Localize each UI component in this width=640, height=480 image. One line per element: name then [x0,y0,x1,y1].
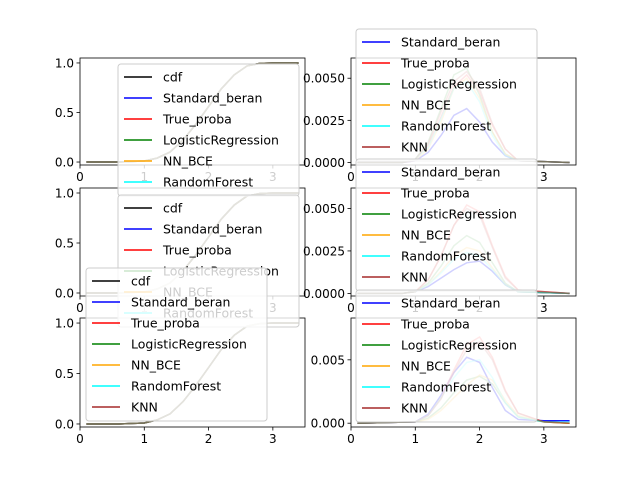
x-tick-label: 3 [540,170,548,184]
legend-label: NN_BCE [401,98,451,113]
legend-label: RandomForest [401,119,491,134]
legend-label: NN_BCE [163,154,213,169]
legend-label: Standard_beran [401,165,500,180]
legend-label: LogisticRegression [401,77,517,92]
legend-label: True_proba [130,316,200,331]
x-tick-label: 1 [140,432,148,446]
legend-label: Standard_beran [401,35,500,50]
y-tick-label: 0.0 [55,156,74,170]
legend-label: cdf [163,201,183,216]
legend-label: True_proba [400,56,470,71]
y-tick-label: 0.0050 [303,202,345,216]
y-tick-label: 0.5 [55,237,74,251]
legend-label: NN_BCE [401,228,451,243]
y-tick-label: 0.005 [311,353,345,367]
x-tick-label: 0 [347,170,355,184]
legend-box [85,267,268,422]
legend-label: Standard_beran [163,91,262,106]
y-tick-label: 0.5 [55,367,74,381]
x-tick-label: 0 [76,170,84,184]
legend-row1-left: cdf Standard_beran True_proba LogisticRegre… [117,63,300,197]
y-tick-label: 0.0 [55,287,74,301]
legend-label: True_proba [162,112,232,127]
y-tick-label: 0.000 [311,417,345,431]
legend-row1-right: Standard_beran True_proba LogisticRegressi… [355,28,538,162]
x-tick-label: 2 [476,432,484,446]
x-tick-label: 0 [347,301,355,315]
legend-row3-right: Standard_beran True_proba LogisticRegressi… [355,289,538,423]
x-tick-label: 0 [76,432,84,446]
legend-label: cdf [163,70,183,85]
x-tick-label: 1 [411,432,419,446]
legend-label: KNN [131,400,158,415]
legend-label: True_proba [162,243,232,258]
legend-label: RandomForest [131,379,221,394]
legend-label: NN_BCE [131,358,181,373]
legend-label: LogisticRegression [131,337,247,352]
legend-label: True_proba [400,186,470,201]
x-tick-label: 0 [76,301,84,315]
y-tick-label: 1.0 [55,56,74,70]
legend-label: Standard_beran [131,295,230,310]
y-tick-label: 0.0000 [303,287,345,301]
y-tick-label: 0.0025 [303,244,345,258]
legend-label: KNN [401,270,428,285]
legend-label: KNN [401,401,428,416]
y-tick-label: 1.0 [55,317,74,331]
legend-label: LogisticRegression [401,207,517,222]
y-tick-label: 1.0 [55,187,74,201]
y-tick-label: 0.0050 [303,72,345,86]
legend-label: LogisticRegression [401,338,517,353]
legend-label: Standard_beran [401,296,500,311]
legend-label: RandomForest [401,380,491,395]
y-tick-label: 0.0000 [303,156,345,170]
legend-label: cdf [131,274,151,289]
x-tick-label: 3 [540,432,548,446]
x-tick-label: 3 [269,432,277,446]
legend-label: RandomForest [163,175,253,190]
x-tick-label: 3 [540,301,548,315]
legend-label: True_proba [400,317,470,332]
x-tick-label: 0 [347,432,355,446]
y-tick-label: 0.0025 [303,114,345,128]
legend-label: KNN [401,140,428,155]
legend-label: RandomForest [401,249,491,264]
legend-row2-right: Standard_beran True_proba LogisticRegressi… [355,158,538,292]
legend-label: Standard_beran [163,222,262,237]
y-tick-label: 0.0 [55,417,74,431]
legend-label: LogisticRegression [163,133,279,148]
legend-row3-left: cdf Standard_beran True_proba LogisticRegre… [85,267,268,422]
y-tick-label: 0.5 [55,106,74,120]
legend-label: NN_BCE [401,359,451,374]
x-tick-label: 2 [205,432,213,446]
legend-box [355,289,538,423]
